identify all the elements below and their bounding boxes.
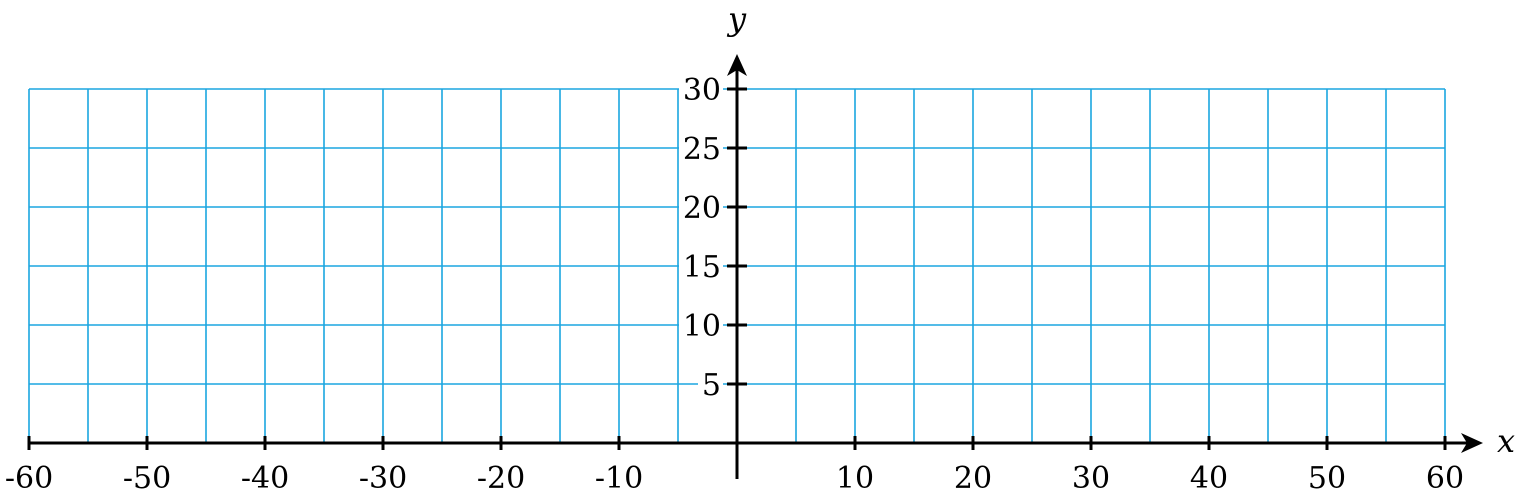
axes (29, 54, 1483, 479)
x-tick-label: 50 (1308, 461, 1346, 496)
x-tick-label: 40 (1190, 461, 1228, 496)
y-tick-label-background (698, 369, 723, 399)
x-tick-label: 10 (836, 461, 874, 496)
y-tick-label-background (679, 133, 723, 163)
x-axis-arrow-icon (1461, 433, 1483, 453)
x-tick-label: 60 (1426, 461, 1464, 496)
y-axis-label: y (726, 0, 747, 38)
x-tick-label: -30 (359, 461, 407, 496)
y-tick-label: 15 (683, 250, 721, 285)
x-tick-label: -20 (477, 461, 525, 496)
y-axis-arrow-icon (727, 54, 747, 76)
x-tick-label: -50 (123, 461, 171, 496)
y-tick-label-backgrounds (679, 74, 723, 399)
x-tick-label: 30 (1072, 461, 1110, 496)
y-tick-label: 5 (702, 368, 721, 403)
y-tick-label: 25 (683, 132, 721, 167)
x-tick-label: -10 (595, 461, 643, 496)
y-tick-label-background (679, 310, 723, 340)
tick-labels: -60 -50 -40 -30 -20 -10 10 20 30 40 50 60 5 10 15 20 25 3… (5, 73, 1464, 496)
y-tick-label: 20 (683, 191, 721, 226)
x-axis-label: x (1497, 422, 1515, 460)
x-tick-label: -40 (241, 461, 289, 496)
y-tick-label: 10 (683, 309, 721, 344)
y-tick-label-background (679, 251, 723, 281)
y-tick-label-background (679, 74, 723, 104)
x-tick-label: 20 (954, 461, 992, 496)
y-tick-label: 30 (683, 73, 721, 108)
y-tick-label-background (679, 192, 723, 222)
ticks (27, 87, 1447, 450)
x-tick-label: -60 (5, 461, 53, 496)
